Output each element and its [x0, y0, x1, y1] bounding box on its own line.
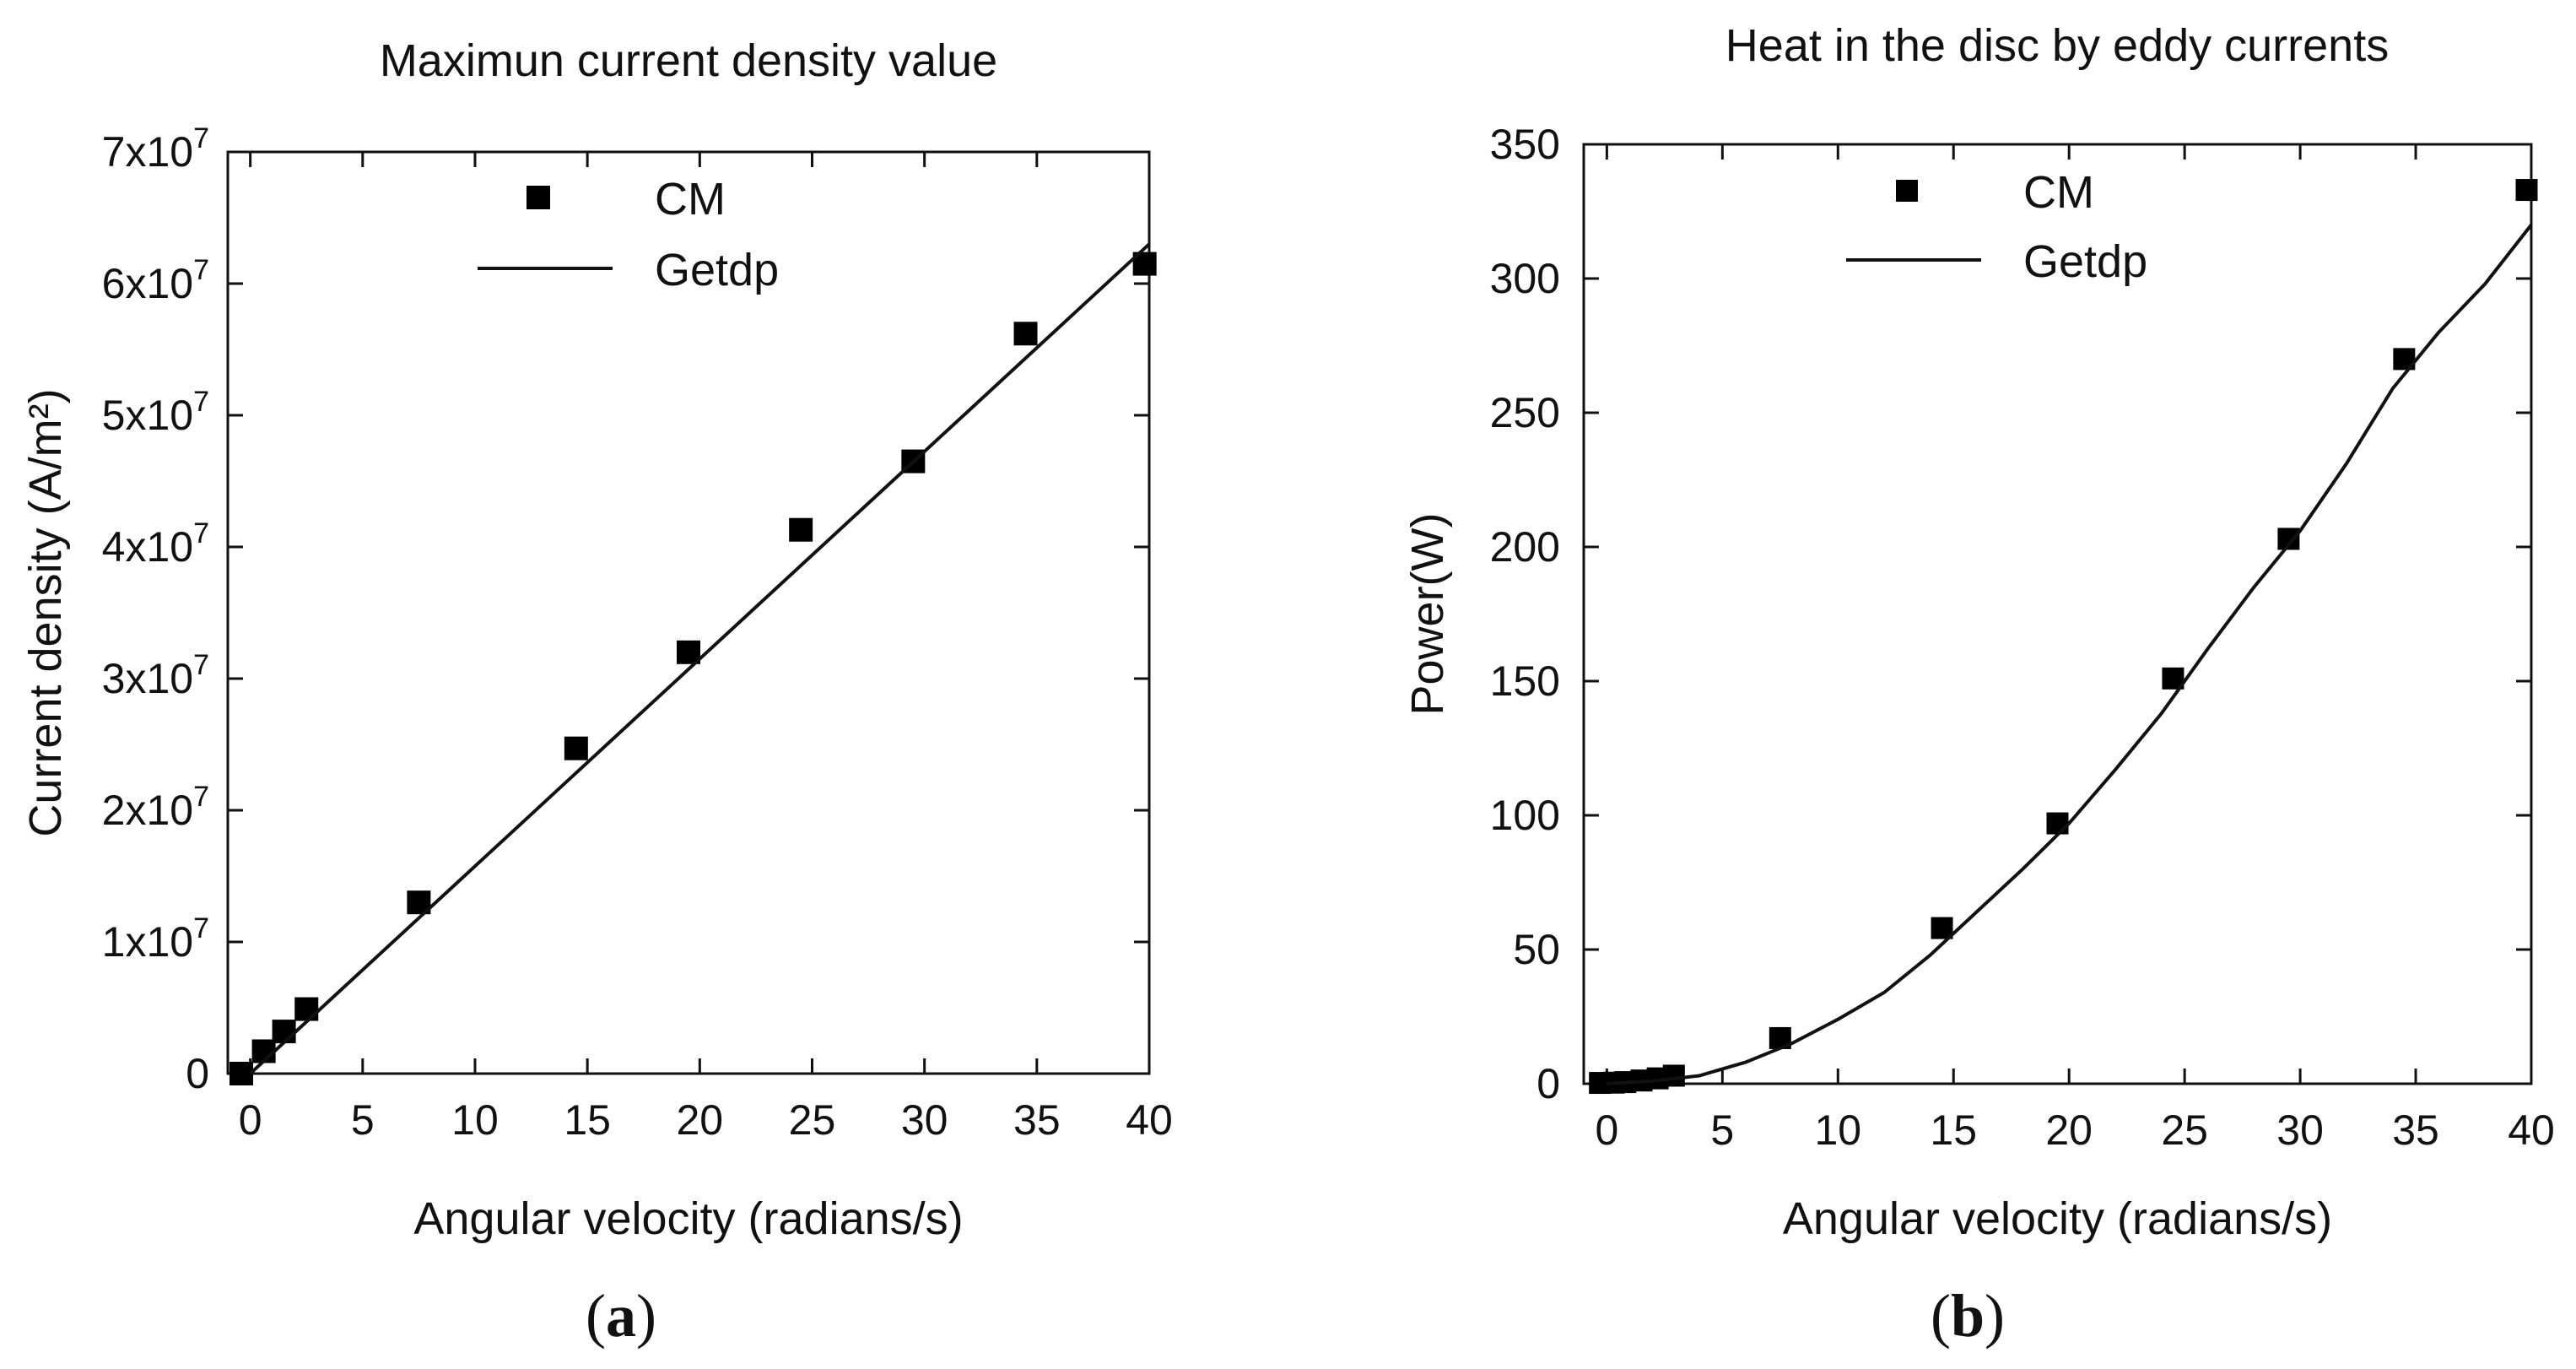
y-tick-label: 4x107 — [102, 517, 209, 571]
x-tick-label: 10 — [451, 1096, 499, 1144]
y-tick-mantissa: 6x10 — [102, 260, 193, 307]
y-tick-label: 6x107 — [102, 254, 209, 307]
y-tick-mantissa: 200 — [1490, 523, 1560, 571]
chart-title: Maximun current density value — [380, 35, 997, 86]
panel-label-b: (b) — [1931, 1282, 2006, 1350]
x-tick-label: 25 — [789, 1096, 836, 1144]
y-tick-mantissa: 4x10 — [102, 523, 193, 571]
y-tick-label: 2x107 — [102, 781, 209, 834]
y-axis-label: Power(W) — [1402, 513, 1453, 716]
y-tick-label: 300 — [1490, 255, 1560, 302]
y-tick-mantissa: 2x10 — [102, 787, 193, 834]
panel-label-a: (a) — [586, 1282, 656, 1350]
x-tick-label: 25 — [2161, 1107, 2208, 1154]
y-tick-exponent: 7 — [193, 781, 209, 813]
legend-getdp-label: Getdp — [655, 245, 779, 295]
y-tick-mantissa: 5x10 — [102, 392, 193, 439]
cm-data-point — [2515, 179, 2538, 202]
y-tick-label: 0 — [1536, 1060, 1560, 1107]
x-tick-label: 30 — [2276, 1107, 2324, 1154]
x-tick-label: 20 — [677, 1096, 724, 1144]
y-tick-mantissa: 7x10 — [102, 128, 193, 176]
chart-panel-a: Maximun current density value 0 5 10 15 20 25 3… — [0, 0, 1274, 1369]
x-tick-label: 40 — [2508, 1107, 2555, 1154]
y-tick-mantissa: 0 — [1536, 1060, 1560, 1107]
cm-data-point — [1013, 322, 1038, 346]
cm-data-point — [272, 1020, 296, 1044]
y-tick-mantissa: 50 — [1513, 926, 1560, 973]
x-tick-label: 10 — [1814, 1107, 1861, 1154]
y-tick-exponent: 7 — [193, 912, 209, 944]
legend-cm-label: CM — [2023, 167, 2094, 218]
y-tick-mantissa: 150 — [1490, 657, 1560, 705]
x-axis-label: Angular velocity (radians/s) — [413, 1193, 963, 1244]
y-tick-mantissa: 3x10 — [102, 655, 193, 702]
y-tick-label: 200 — [1490, 523, 1560, 571]
cm-data-point — [229, 1062, 253, 1085]
y-tick-label: 250 — [1490, 389, 1560, 436]
x-tick-label: 20 — [2045, 1107, 2093, 1154]
y-tick-exponent: 7 — [193, 386, 209, 418]
plot-frame — [1582, 143, 2533, 1085]
x-tick-label: 0 — [1595, 1107, 1618, 1154]
y-tick-mantissa: 250 — [1490, 389, 1560, 436]
x-tick-label: 5 — [351, 1096, 375, 1144]
plot-frame — [226, 150, 1151, 1075]
legend-cm-label: CM — [655, 174, 726, 225]
x-tick-label: 35 — [1013, 1096, 1061, 1144]
x-tick-label: 0 — [239, 1096, 262, 1144]
x-tick-label: 15 — [564, 1096, 611, 1144]
y-tick-label: 3x107 — [102, 649, 209, 702]
y-axis-label: Current density (A/m²) — [20, 388, 71, 836]
cm-data-point — [294, 997, 319, 1021]
x-tick-label: 30 — [901, 1096, 948, 1144]
y-tick-mantissa: 350 — [1490, 121, 1560, 168]
x-tick-label: 35 — [2392, 1107, 2439, 1154]
x-tick-label: 40 — [1126, 1096, 1173, 1144]
y-tick-label: 1x107 — [102, 912, 209, 966]
getdp-line — [1607, 224, 2533, 1085]
y-tick-exponent: 7 — [193, 517, 209, 549]
getdp-line — [249, 242, 1151, 1075]
panel-label-a-letter: a — [605, 1282, 636, 1350]
y-tick-mantissa: 1x10 — [102, 918, 193, 966]
cm-data-point — [789, 517, 813, 542]
cm-data-point — [1662, 1064, 1685, 1087]
panel-label-b-letter: b — [1950, 1282, 1985, 1350]
y-tick-label: 5x107 — [102, 386, 209, 439]
x-tick-label: 15 — [1930, 1107, 1977, 1154]
y-tick-label: 0 — [186, 1050, 209, 1097]
y-tick-label: 150 — [1490, 657, 1560, 705]
chart-title: Heat in the disc by eddy currents — [1725, 20, 2389, 71]
y-tick-exponent: 7 — [193, 254, 209, 286]
cm-data-point — [2046, 812, 2069, 835]
cm-data-point — [564, 736, 588, 760]
y-tick-mantissa: 0 — [186, 1050, 209, 1097]
y-tick-exponent: 7 — [193, 649, 209, 681]
legend-cm-marker — [1896, 180, 1918, 202]
y-tick-label: 100 — [1490, 792, 1560, 839]
chart-panel-b: Heat in the disc by eddy currents 0 5 10 15 2… — [1274, 0, 2576, 1369]
x-axis-label: Angular velocity (radians/s) — [1783, 1193, 2332, 1244]
chart-b-svg: Heat in the disc by eddy currents 0 5 10 15 2… — [1402, 20, 2555, 1244]
legend-cm-marker — [527, 186, 550, 209]
y-tick-mantissa: 300 — [1490, 255, 1560, 302]
y-tick-label: 50 — [1513, 926, 1560, 973]
chart-a-svg: Maximun current density value 0 5 10 15 20 25 3… — [20, 35, 1173, 1244]
y-tick-label: 7x107 — [102, 122, 209, 176]
y-tick-exponent: 7 — [193, 122, 209, 154]
y-tick-label: 350 — [1490, 121, 1560, 168]
y-tick-mantissa: 100 — [1490, 792, 1560, 839]
x-tick-label: 5 — [1710, 1107, 1734, 1154]
legend-getdp-label: Getdp — [2023, 236, 2147, 287]
